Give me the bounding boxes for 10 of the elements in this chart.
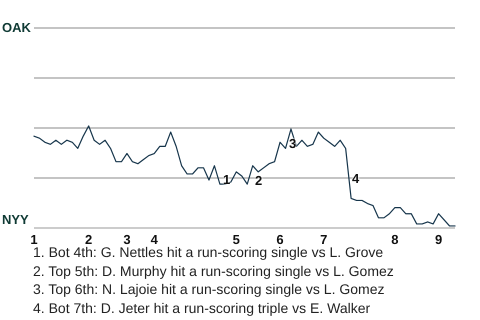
x-tick-label: 9 (434, 232, 442, 248)
annotation: 2 (255, 173, 262, 188)
text: OAK (2, 20, 31, 36)
text: 3. Top 6th: N. Lajoie hit a run-scoring single vs L. Gomez (33, 280, 386, 298)
annotation: 3 (289, 136, 296, 151)
text: 2. Top 5th: D. Murphy hit a run-scoring single vs L. Gomez (33, 262, 394, 280)
annotation: 4 (352, 171, 360, 186)
x-tick-label: 8 (391, 232, 398, 248)
text: 4. Bot 7th: D. Jeter hit a run-scoring triple vs E. Walker (33, 298, 372, 317)
text: NYY (2, 212, 29, 228)
